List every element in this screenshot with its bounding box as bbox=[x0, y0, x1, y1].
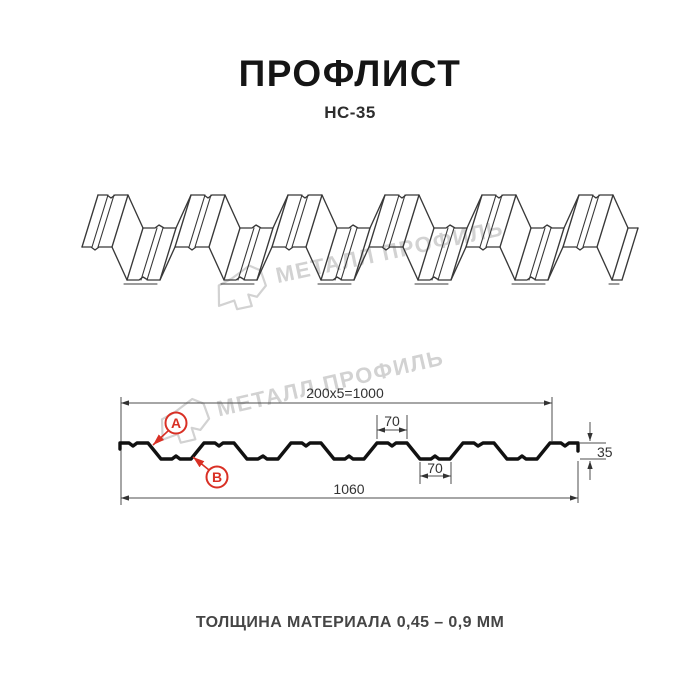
thickness-note: ТОЛЩИНА МАТЕРИАЛА 0,45 – 0,9 ММ bbox=[195, 614, 505, 631]
dim-profile-height: 35 bbox=[597, 444, 613, 460]
marker-b-label: В bbox=[212, 469, 222, 485]
perspective-drawing: МЕТАЛЛ ПРОФИЛЬ bbox=[81, 194, 639, 311]
rib-edge-lines bbox=[81, 194, 639, 281]
marker-a-circle bbox=[164, 411, 188, 435]
marker-b-circle bbox=[205, 465, 229, 489]
back-edge-path bbox=[97, 194, 639, 229]
profile-outline bbox=[118, 441, 580, 461]
page-title: ПРОФЛИСТ bbox=[238, 53, 462, 94]
metall-profil-logo-icon bbox=[217, 264, 267, 311]
cross-section-drawing: МЕТАЛЛ ПРОФИЛЬ 200x5=1000 1060 70 70 35 bbox=[118, 345, 613, 505]
profile-code: НС-35 bbox=[324, 103, 376, 122]
groove-lines bbox=[91, 194, 600, 281]
dimension-lines bbox=[120, 397, 606, 505]
dim-cover-width: 200x5=1000 bbox=[306, 385, 384, 401]
face-markers: А В bbox=[152, 411, 229, 489]
dim-overall-width: 1060 bbox=[333, 481, 364, 497]
marker-a-label: А bbox=[171, 415, 181, 431]
header: ПРОФЛИСТ НС-35 bbox=[0, 55, 700, 123]
dim-rib-bottom-width: 70 bbox=[427, 460, 443, 476]
dim-rib-top-width: 70 bbox=[384, 413, 400, 429]
watermark-text: МЕТАЛЛ ПРОФИЛЬ bbox=[214, 345, 446, 421]
metall-profil-logo-icon bbox=[160, 397, 211, 444]
watermark: МЕТАЛЛ ПРОФИЛЬ bbox=[160, 345, 446, 444]
